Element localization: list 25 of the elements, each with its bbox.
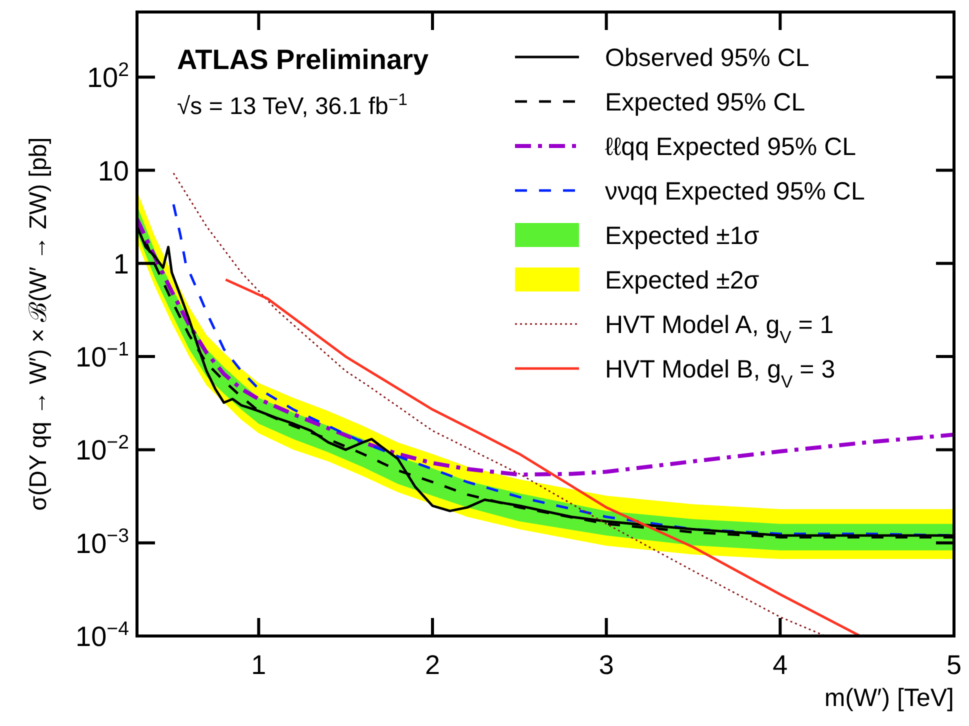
x-axis-title: m(W′) [TeV] (824, 684, 954, 712)
legend-label: Expected 95% CL (605, 88, 806, 116)
x-tick-label: 3 (598, 650, 614, 680)
x-tick-label: 4 (772, 650, 788, 680)
legend-label: HVT Model A, g$_{V}$ = 1 (605, 311, 834, 347)
legend-label: ℓℓqq Expected 95% CL (605, 133, 856, 161)
x-tick-label: 1 (251, 650, 266, 680)
legend-label: HVT Model B, g$_{V}$ = 3 (605, 356, 836, 392)
x-tick-label: 5 (946, 650, 962, 680)
annotation: √s = 13 TeV, 36.1 fb$^{−1}$ (177, 90, 408, 120)
annotation: ATLAS Preliminary (177, 44, 429, 75)
y-tick-label: 10$^{−2}$ (76, 432, 129, 466)
line-series (137, 216, 954, 477)
legend-label: Expected ±1σ (605, 222, 760, 250)
legend-label: ννqq Expected 95% CL (605, 178, 865, 206)
y-axis-title: σ(DY qq → W′) × ℬ(W′ → ZW) [pb] (25, 137, 52, 511)
y-tick-label: 1 (113, 248, 129, 280)
y-tick-label: 10$^{2}$ (86, 59, 129, 94)
y-tick-label: 10 (98, 155, 129, 186)
legend-label: Observed 95% CL (605, 44, 810, 72)
y-tick-label: 10$^{−1}$ (76, 338, 129, 373)
x-tick-label: 2 (424, 650, 440, 680)
y-tick-label: 10$^{−3}$ (76, 524, 130, 559)
legend-label: Expected ±2σ (605, 266, 760, 294)
y-tick-label: 10$^{−4}$ (76, 618, 130, 652)
